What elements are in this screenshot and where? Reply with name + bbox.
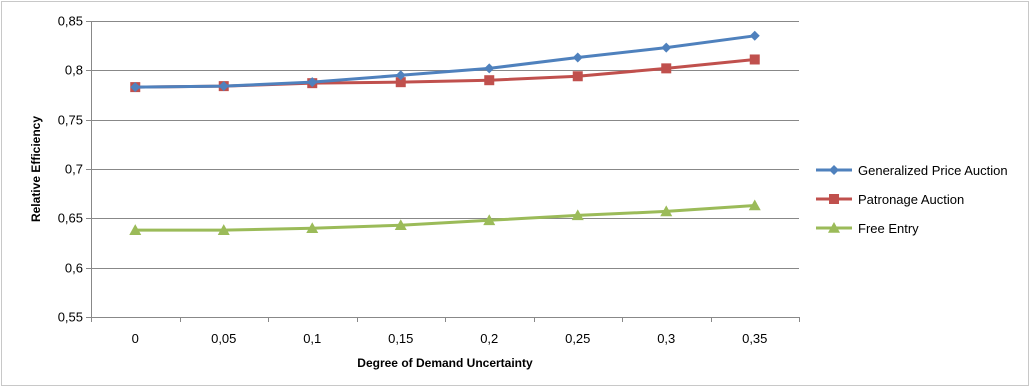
legend-marker-generalized-price-auction (829, 165, 839, 175)
data-point-free-entry (571, 209, 584, 221)
y-tick-label: 0,75 (58, 113, 83, 128)
series-line-generalized-price-auction (135, 34, 755, 89)
legend-item-free-entry: Free Entry (816, 221, 919, 236)
x-tick-label: 0 (132, 331, 139, 346)
series-line-free-entry (135, 204, 755, 232)
data-point-patronage-auction (395, 77, 406, 88)
series-group (129, 30, 761, 235)
y-tick-label: 0,8 (65, 63, 83, 78)
legend-item-generalized-price-auction: Generalized Price Auction (816, 163, 1008, 178)
data-point-free-entry (748, 199, 761, 211)
data-point-free-entry (660, 205, 673, 217)
legend: Generalized Price Auction Patronage Aucti… (816, 163, 1008, 236)
data-point-generalized-price-auction (484, 63, 495, 74)
data-point-free-entry (129, 224, 142, 235)
data-point-patronage-auction (572, 71, 583, 82)
legend-item-patronage-auction: Patronage Auction (816, 192, 964, 207)
x-tick-label: 0,1 (303, 331, 321, 346)
x-tick-label: 0,3 (657, 331, 675, 346)
legend-marker-free-entry (828, 222, 840, 233)
x-tick-label: 0,25 (565, 331, 590, 346)
data-point-generalized-price-auction (218, 81, 229, 92)
y-tick-label: 0,65 (58, 211, 83, 226)
data-point-free-entry (483, 214, 496, 226)
data-point-generalized-price-auction (661, 42, 672, 53)
x-axis-title: Degree of Demand Uncertainty (357, 356, 533, 370)
data-point-generalized-price-auction (130, 82, 141, 93)
x-tick-label: 0,05 (211, 331, 236, 346)
legend-label-patronage-auction: Patronage Auction (858, 192, 964, 207)
y-axis-title: Relative Efficiency (29, 116, 43, 222)
y-tick-label: 0,55 (58, 310, 83, 325)
data-point-free-entry (306, 222, 319, 233)
x-tick-label: 0,2 (480, 331, 498, 346)
data-point-patronage-auction (484, 75, 495, 86)
legend-label-free-entry: Free Entry (858, 221, 919, 236)
data-point-generalized-price-auction (572, 52, 583, 63)
y-tick-label: 0,6 (65, 261, 83, 276)
data-point-free-entry (394, 219, 407, 231)
x-tick-label: 0,35 (742, 331, 767, 346)
data-point-patronage-auction (661, 63, 672, 74)
x-tick-label: 0,15 (388, 331, 413, 346)
data-point-generalized-price-auction (395, 70, 406, 81)
y-tick-label: 0,7 (65, 162, 83, 177)
y-tick-labels: 0,55 0,6 0,65 0,7 0,75 0,8 0,85 (58, 14, 83, 325)
data-point-generalized-price-auction (307, 77, 318, 88)
axes (86, 21, 800, 322)
data-point-generalized-price-auction (749, 30, 760, 41)
y-tick-label: 0,85 (58, 14, 83, 29)
legend-marker-patronage-auction (829, 194, 839, 204)
data-point-free-entry (217, 224, 230, 235)
legend-label-generalized-price-auction: Generalized Price Auction (858, 163, 1008, 178)
data-point-patronage-auction (749, 54, 760, 65)
x-tick-labels: 0 0,05 0,1 0,15 0,2 0,25 0,3 0,35 (132, 331, 768, 346)
